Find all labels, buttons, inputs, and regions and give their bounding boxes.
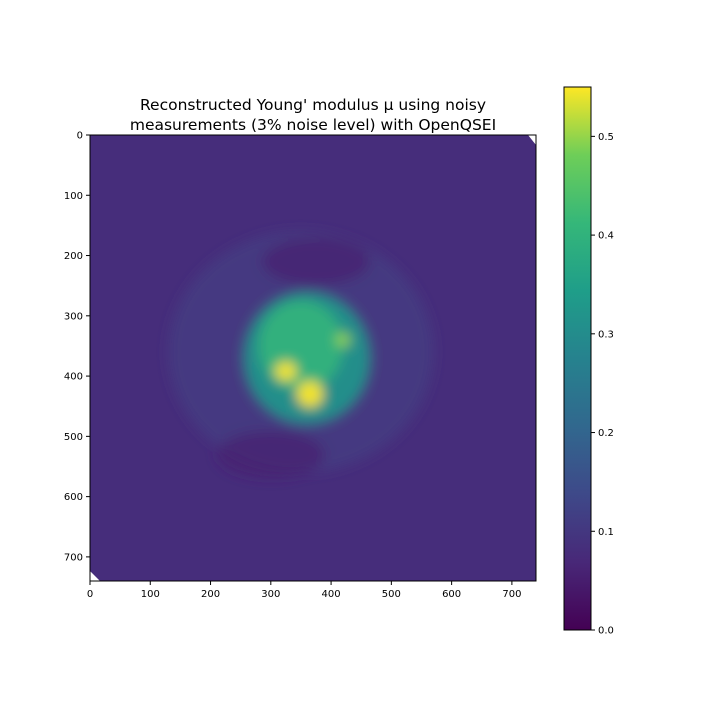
mesh-corner-1 bbox=[90, 571, 100, 581]
mesh-corner-0 bbox=[528, 135, 536, 145]
chart-title-line1: Reconstructed Young' modulus μ using noi… bbox=[140, 96, 486, 114]
chart-title-line2: measurements (3% noise level) with OpenQ… bbox=[130, 116, 496, 134]
y-tick-label: 600 bbox=[64, 492, 83, 503]
colorbar-tick-label: 0.1 bbox=[598, 527, 614, 538]
y-tick-label: 0 bbox=[77, 131, 83, 142]
colorbar-tick-label: 0.4 bbox=[598, 231, 614, 242]
x-tick-label: 700 bbox=[502, 589, 521, 600]
y-tick-label: 500 bbox=[64, 432, 83, 443]
plot-frame bbox=[89, 134, 537, 582]
heatmap-dip-2 bbox=[216, 430, 326, 479]
colorbar-tick-label: 0.3 bbox=[598, 329, 614, 340]
colorbar bbox=[563, 86, 592, 631]
colorbar-tick-label: 0.5 bbox=[598, 132, 614, 143]
heatmap-dip-1 bbox=[261, 237, 371, 286]
x-tick-label: 0 bbox=[87, 589, 93, 600]
x-tick-label: 500 bbox=[382, 589, 401, 600]
y-tick-label: 300 bbox=[64, 311, 83, 322]
colorbar-tick-label: 0.0 bbox=[598, 626, 614, 637]
heatmap-peak-6 bbox=[296, 380, 324, 408]
heatmap-peak-7 bbox=[335, 332, 351, 348]
x-tick-label: 300 bbox=[261, 589, 280, 600]
x-tick-label: 200 bbox=[201, 589, 220, 600]
x-axis: 0 100 200 300 400 500 600 700 bbox=[87, 581, 521, 600]
y-tick-label: 200 bbox=[64, 251, 83, 262]
y-tick-label: 700 bbox=[64, 552, 83, 563]
y-tick-label: 100 bbox=[64, 191, 83, 202]
y-tick-label: 400 bbox=[64, 372, 83, 383]
heatmap-blob-4 bbox=[258, 300, 344, 392]
x-tick-label: 100 bbox=[141, 589, 160, 600]
y-axis: 0 100 200 300 400 500 600 700 bbox=[64, 131, 90, 563]
colorbar-tick-label: 0.2 bbox=[598, 428, 614, 439]
heatmap-peak-5 bbox=[275, 361, 297, 381]
x-tick-label: 400 bbox=[322, 589, 341, 600]
colorbar-axis: 0.0 0.1 0.2 0.3 0.4 0.5 bbox=[591, 132, 614, 637]
heatmap-image bbox=[90, 135, 536, 581]
x-tick-label: 600 bbox=[442, 589, 461, 600]
